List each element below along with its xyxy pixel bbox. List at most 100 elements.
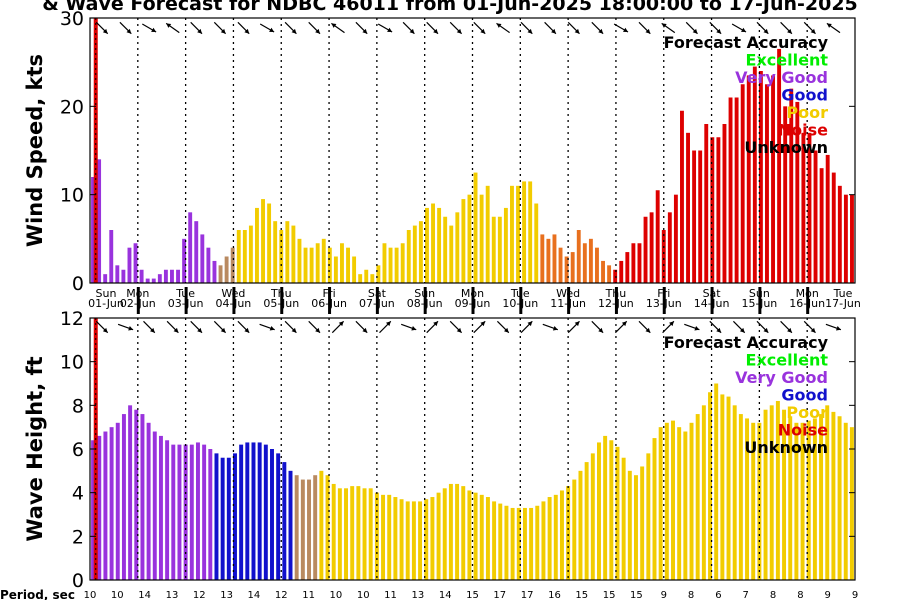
wave-bar bbox=[757, 422, 762, 580]
day-label-date: 04-Jun bbox=[216, 297, 252, 310]
wind-bar bbox=[139, 269, 144, 283]
wind-bar bbox=[358, 274, 363, 283]
arrow-head bbox=[291, 327, 297, 333]
day-label-date: 15-Jun bbox=[742, 297, 778, 310]
wave-bar bbox=[794, 422, 799, 580]
arrow-head bbox=[362, 327, 368, 333]
period-value: 10 bbox=[357, 590, 370, 600]
wind-bar bbox=[789, 88, 794, 283]
wind-bar bbox=[582, 243, 587, 283]
wave-bar bbox=[208, 449, 213, 580]
wind-bar bbox=[461, 199, 466, 283]
wave-bar bbox=[121, 414, 126, 580]
day-label-dow: Fri bbox=[323, 287, 336, 300]
wind-bar bbox=[613, 269, 618, 283]
legend-item-noise: Noise bbox=[778, 421, 828, 440]
day-label-dow: Tue bbox=[833, 287, 853, 300]
wind-bar bbox=[510, 185, 514, 283]
direction-arrow bbox=[614, 320, 628, 334]
wave-bar bbox=[387, 494, 392, 580]
arrow-head bbox=[741, 27, 746, 32]
wave-bar bbox=[535, 505, 540, 580]
wind-bar bbox=[109, 230, 114, 283]
direction-arrow bbox=[803, 320, 816, 334]
wind-bar bbox=[819, 168, 824, 283]
wave-bar bbox=[559, 490, 564, 580]
arrow-head bbox=[433, 28, 438, 34]
wave-bar bbox=[152, 431, 157, 580]
legend-item-poor: Poor bbox=[786, 403, 828, 422]
wave-bar bbox=[226, 457, 231, 580]
wave-bar bbox=[683, 431, 688, 580]
wave-bar bbox=[553, 494, 558, 580]
wave-bar bbox=[738, 414, 743, 580]
wave-bar bbox=[522, 507, 527, 580]
wind-bar bbox=[704, 124, 709, 283]
wave-bar bbox=[590, 453, 595, 580]
wind-bar bbox=[546, 238, 551, 283]
wave-bar bbox=[831, 411, 836, 580]
period-row: Period, sec 10 10 14 13 12 13 14 12 11 10 10 11 13 14… bbox=[0, 588, 858, 600]
direction-arrow bbox=[709, 21, 722, 35]
wind-bar bbox=[655, 190, 660, 283]
legend-item-unknown: Unknown bbox=[744, 438, 828, 457]
arrow-head bbox=[598, 28, 604, 34]
direction-arrow bbox=[756, 21, 769, 35]
arrow-head bbox=[716, 28, 722, 34]
arrow-head bbox=[661, 23, 667, 28]
wind-bar bbox=[127, 247, 132, 283]
wind-bar bbox=[170, 269, 174, 283]
period-value: 16 bbox=[548, 590, 561, 600]
wave-bar bbox=[849, 427, 854, 580]
direction-arrow bbox=[449, 320, 463, 334]
wind-bar bbox=[400, 243, 405, 283]
wind-bar bbox=[437, 207, 442, 283]
arrow-head bbox=[102, 327, 108, 333]
day-label-dow: Tue bbox=[510, 287, 530, 300]
wave-bar bbox=[640, 466, 645, 580]
wind-bar bbox=[686, 132, 690, 283]
y-tick-label: 10 bbox=[60, 352, 84, 374]
arrow-head bbox=[552, 326, 558, 331]
wind-bar bbox=[333, 256, 338, 283]
arrow-head bbox=[197, 327, 202, 333]
day-label-dow: Thu bbox=[605, 287, 627, 300]
day-label-dow: Fri bbox=[657, 287, 670, 300]
period-value: 13 bbox=[412, 590, 425, 600]
direction-arrow bbox=[95, 21, 109, 35]
wind-bar bbox=[467, 194, 472, 283]
wind-bar bbox=[279, 230, 284, 283]
wind-bar bbox=[843, 194, 848, 283]
arrow-head bbox=[315, 327, 320, 333]
wave-bar bbox=[128, 405, 133, 580]
direction-arrow bbox=[119, 21, 132, 35]
wind-bar bbox=[346, 247, 350, 283]
wind-bar bbox=[285, 221, 290, 283]
arrow-head bbox=[269, 27, 275, 32]
direction-arrow bbox=[117, 323, 134, 331]
day-label-date: 09-Jun bbox=[455, 297, 491, 310]
day-axis-labels: Sun01-JunMon02-JunTue03-JunWed04-JunThu0… bbox=[88, 287, 861, 314]
day-label-dow: Sun bbox=[414, 287, 435, 300]
wind-speed-panel: 0 10 20 30 Wind Speed, kts Forecast AccuracyE… bbox=[23, 8, 856, 295]
wind-bar bbox=[115, 265, 120, 283]
legend-heading: Forecast Accuracy bbox=[664, 33, 829, 52]
wave-bar bbox=[270, 449, 274, 580]
direction-arrow bbox=[259, 323, 275, 331]
period-value: 15 bbox=[575, 590, 588, 600]
wave-bar bbox=[189, 444, 194, 580]
wave-bar bbox=[800, 422, 805, 580]
wind-bar bbox=[248, 225, 253, 283]
wave-bar bbox=[91, 440, 96, 580]
wave-bar bbox=[825, 405, 830, 580]
wind-bar bbox=[418, 221, 423, 283]
y-axis-label: Wave Height, ft bbox=[23, 356, 47, 541]
wave-bar bbox=[788, 416, 793, 580]
wind-bar bbox=[206, 247, 211, 283]
period-value: 8 bbox=[770, 590, 776, 600]
arrow-head bbox=[291, 28, 297, 34]
y-tick-label: 30 bbox=[60, 8, 84, 30]
arrow-head bbox=[763, 28, 769, 34]
day-label-date: 12-Jun bbox=[598, 297, 634, 310]
